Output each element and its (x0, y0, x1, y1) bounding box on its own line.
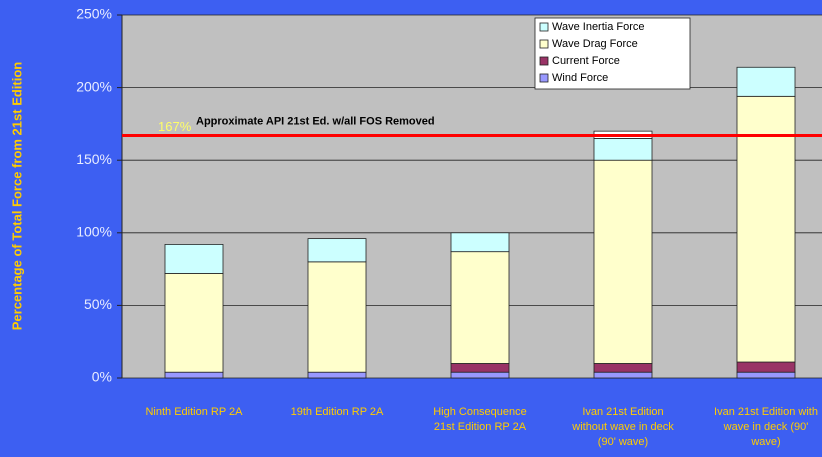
x-tick-label: Ivan 21st Edition with wave in deck (90' w… (714, 406, 818, 448)
x-tick-label: 19th Edition RP 2A (291, 406, 384, 418)
bar-segment (736, 95, 796, 363)
bar-segment (593, 371, 653, 379)
legend-label: Wave Drag Force (552, 38, 638, 50)
bar-segment (164, 244, 224, 274)
y-tick-label: 150% (76, 151, 112, 167)
label-line: 21st Edition RP 2A (434, 421, 527, 433)
label-line: (90' wave) (598, 436, 648, 448)
bar-segment (307, 238, 367, 263)
y-tick-label: 250% (76, 6, 112, 22)
bar-segment (307, 261, 367, 373)
label-line: 19th Edition RP 2A (291, 406, 384, 418)
bar-segment (736, 361, 796, 373)
x-tick-label: High Consequence 21st Edition RP 2A (433, 406, 527, 433)
bar-segment (450, 251, 510, 364)
legend-swatch (539, 22, 549, 32)
reference-text: Approximate API 21st Ed. w/all FOS Remov… (196, 115, 435, 127)
bar-segment (164, 371, 224, 379)
label-line: High Consequence (433, 406, 527, 418)
x-tick-label: Ninth Edition RP 2A (145, 406, 243, 418)
label-line: wave) (750, 436, 780, 448)
legend-box (534, 17, 691, 90)
bar-segment (593, 363, 653, 373)
label-line: Ninth Edition RP 2A (145, 406, 243, 418)
label-line: without wave in deck (571, 421, 674, 433)
legend-label: Current Force (552, 55, 620, 67)
label-line: wave in deck (90' (723, 421, 809, 433)
y-axis-label: Percentage of Total Force from 21st Edit… (9, 62, 24, 331)
legend-swatch (539, 56, 549, 66)
bar-segment (736, 371, 796, 379)
x-tick-label: Ivan 21st Edition without wave in deck (90… (571, 406, 674, 448)
bar-segment (593, 138, 653, 161)
bar-segment (450, 363, 510, 373)
bar-segment (307, 371, 367, 379)
bar-segment (593, 159, 653, 364)
y-tick-label: 0% (92, 369, 112, 385)
reference-value-label: 167% (158, 119, 192, 134)
bar-segment (736, 66, 796, 97)
label-line: Ivan 21st Edition (582, 406, 663, 418)
bar-segment (450, 232, 510, 253)
legend-label: Wind Force (552, 72, 608, 84)
y-tick-label: 200% (76, 78, 112, 94)
label-line: Ivan 21st Edition with (714, 406, 818, 418)
y-tick-label: 100% (76, 224, 112, 240)
bar-segment (164, 273, 224, 373)
legend-swatch (539, 39, 549, 49)
legend-swatch (539, 73, 549, 83)
y-tick-label: 50% (84, 296, 112, 312)
legend-label: Wave Inertia Force (552, 21, 645, 33)
bar-segment (450, 371, 510, 379)
